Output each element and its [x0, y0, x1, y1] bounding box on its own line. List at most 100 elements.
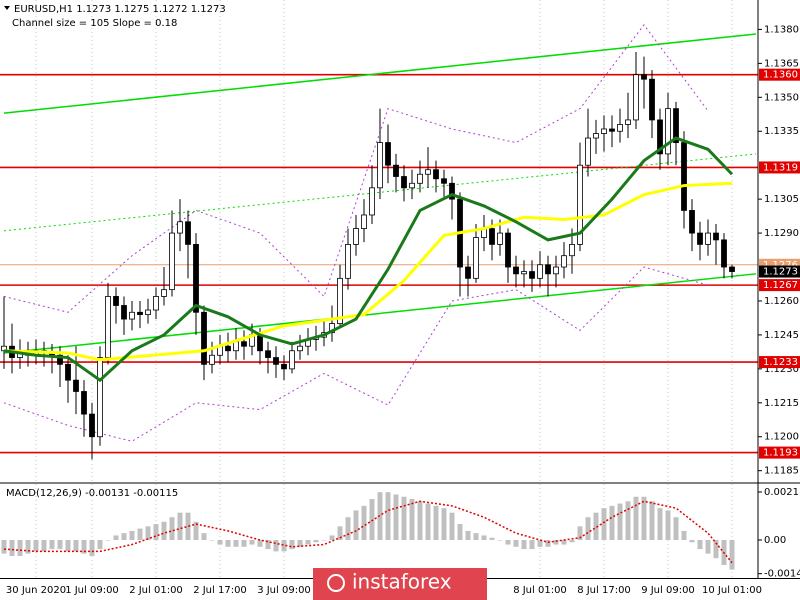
macd-y-tick-label: 0.00211 [764, 487, 800, 498]
macd-bar [697, 539, 703, 550]
candle-body [121, 305, 127, 320]
macd-bar [401, 496, 407, 540]
level-label-box [759, 279, 800, 292]
candle-body [449, 182, 455, 200]
macd-bar [217, 539, 223, 545]
candle-body [433, 169, 439, 180]
macd-bar [337, 526, 343, 540]
candle-body [241, 341, 247, 347]
macd-bar [97, 539, 103, 550]
candle-body [209, 354, 215, 365]
macd-bar [705, 539, 711, 554]
candle-body [529, 271, 535, 279]
macd-bar [361, 505, 367, 540]
candle-body [553, 266, 559, 275]
macd-bar [689, 539, 695, 543]
candle-body [625, 119, 631, 125]
candle-body [513, 266, 519, 275]
macd-bar [161, 521, 167, 540]
candle-body [113, 296, 119, 306]
macd-bar [137, 528, 143, 540]
macd-title: MACD(12,26,9) -0.00131 -0.00115 [6, 488, 178, 499]
macd-bar [209, 539, 215, 541]
macd-bar [521, 539, 527, 550]
macd-bar [105, 539, 111, 541]
menu-arrow [4, 6, 10, 10]
macd-bar [129, 530, 135, 540]
candle-body [681, 142, 687, 211]
macd-signal [3, 500, 733, 564]
candle-body [81, 391, 87, 415]
macd-bar [65, 539, 71, 552]
candle-body [561, 255, 567, 268]
x-tick-label: 3 Jul 09:00 [257, 585, 311, 596]
macd-bar [49, 539, 55, 550]
macd-bar [457, 524, 463, 540]
candle-body [721, 239, 727, 268]
macd-bar [257, 539, 263, 547]
macd-bar [505, 539, 511, 545]
macd-bar [649, 501, 655, 540]
candle-body [673, 108, 679, 143]
macd-bar [417, 501, 423, 540]
macd-bar [345, 517, 351, 540]
indicator-line [3, 273, 757, 354]
candle-body [369, 187, 375, 216]
macd-bar [305, 539, 311, 545]
candle-body [649, 78, 655, 121]
macd-bar [617, 503, 623, 540]
candle-body [337, 277, 343, 324]
candle-body [297, 345, 303, 352]
macd-bar [465, 530, 471, 540]
price-panel [0, 0, 758, 482]
candle-body [697, 232, 703, 245]
indicator-line [3, 266, 709, 442]
candle-body [225, 345, 231, 352]
level-label-box [759, 161, 800, 174]
macd-bar [33, 539, 39, 552]
macd-bar [201, 533, 207, 540]
macd-bar [17, 539, 23, 556]
candle-body [585, 137, 591, 166]
indicator-line [3, 24, 709, 313]
moving-average [3, 181, 733, 362]
level-label-box [759, 356, 800, 369]
candle-body [609, 128, 615, 132]
candle-body [537, 264, 543, 279]
x-tick-label: 10 Jul 01:00 [702, 585, 762, 596]
macd-bar [73, 539, 79, 552]
macd-bar [273, 539, 279, 552]
candle-body [169, 232, 175, 291]
macd-bar [393, 494, 399, 540]
candle-body [409, 182, 415, 189]
chart-subtitle: Channel size = 105 Slope = 0.18 [12, 18, 177, 29]
macd-bar [609, 505, 615, 540]
y-tick-label: 1.1350 [764, 92, 799, 103]
macd-bar [385, 492, 391, 540]
indicator-line [3, 153, 757, 232]
macd-bar [553, 539, 559, 545]
macd-bar [313, 539, 319, 543]
x-tick-label: 30 Jun 2020 [6, 585, 66, 596]
macd-bar [601, 508, 607, 540]
candle-body [385, 142, 391, 166]
y-tick-label: 1.1260 [764, 296, 799, 307]
candle-body [57, 354, 63, 365]
candle-body [641, 74, 647, 80]
y-tick-label: 1.1185 [764, 466, 799, 477]
macd-bar [681, 530, 687, 540]
macd-bar [641, 496, 647, 540]
macd-bar [561, 539, 567, 545]
macd-bar [481, 535, 487, 540]
candle-body [161, 289, 167, 297]
macd-bar [241, 539, 247, 547]
candle-body [657, 119, 663, 155]
y-tick-label: 1.1200 [764, 432, 799, 443]
macd-bar [41, 539, 47, 552]
x-tick-label: 2 Jul 17:00 [193, 585, 247, 596]
candle-body [521, 271, 527, 275]
macd-bar [321, 539, 327, 541]
candle-body [425, 169, 431, 175]
macd-bar [665, 510, 671, 540]
